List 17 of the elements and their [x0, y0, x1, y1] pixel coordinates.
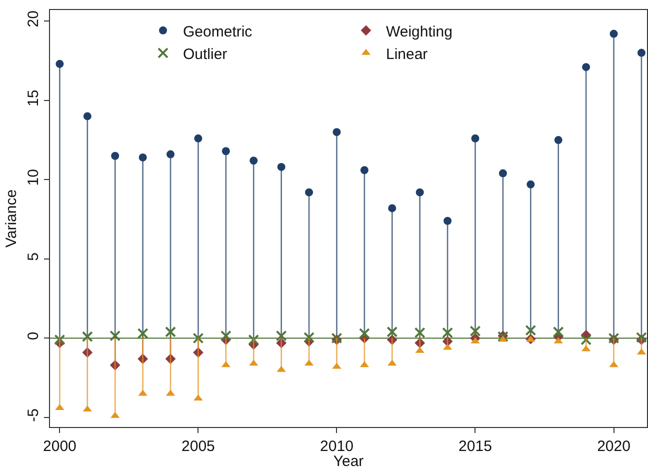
y-tick-label: 15 — [24, 90, 42, 106]
x-tick-label: 2010 — [320, 438, 354, 456]
y-axis-title: Variance — [3, 189, 20, 248]
y-tick-label: -5 — [24, 408, 42, 422]
y-tick-label: 10 — [24, 169, 42, 186]
y-tick-label: 0 — [24, 332, 42, 340]
legend-label: Linear — [386, 46, 428, 63]
y-tick-label: 5 — [24, 252, 42, 261]
x-axis-title: Year — [333, 453, 364, 470]
x-tick-label: 2020 — [597, 438, 630, 456]
legend-label: Outlier — [183, 46, 228, 63]
y-tick-label: 20 — [24, 10, 42, 28]
legend-label: Weighting — [386, 23, 452, 40]
x-tick-label: 2015 — [458, 438, 492, 456]
x-tick-label: 2000 — [43, 438, 76, 456]
legend-label: Geometric — [183, 23, 253, 40]
x-tick-label: 2005 — [182, 438, 215, 456]
